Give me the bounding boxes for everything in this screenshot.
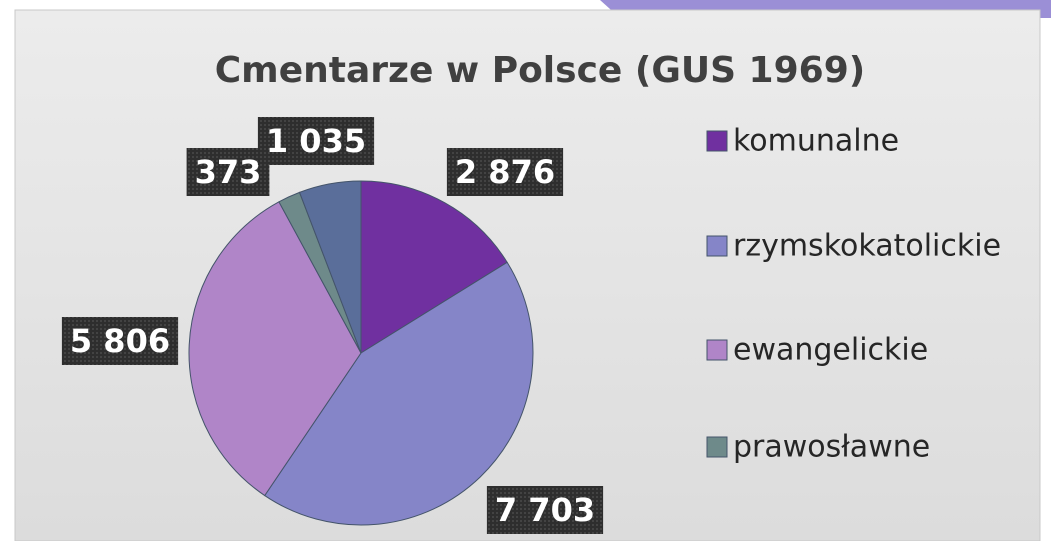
data-label: 1 035 [266,122,366,160]
legend-swatch [706,436,728,458]
legend-label: ewangelickie [733,333,928,368]
chart-area [14,9,1041,541]
data-label: 373 [195,153,262,191]
pie-slice [298,180,362,354]
data-label-box [257,117,375,165]
pie-slice [360,180,508,354]
legend-swatch [706,339,728,361]
data-label: 5 806 [70,322,170,360]
data-label: 2 876 [455,153,555,191]
data-label-box [61,317,179,365]
data-label-box [446,148,564,196]
legend-label: prawosławne [733,430,930,465]
pie-slice [188,201,362,497]
data-label: 7 703 [495,491,595,529]
data-label-box [486,486,604,534]
legend-label: rzymskokatolickie [733,229,1001,264]
legend-label: komunalne [733,124,899,159]
pie-slice [264,261,534,526]
legend-swatch [706,130,728,152]
legend-swatch [706,235,728,257]
chart-title: Cmentarze w Polsce (GUS 1969) [215,50,865,91]
data-label-box [186,148,270,196]
